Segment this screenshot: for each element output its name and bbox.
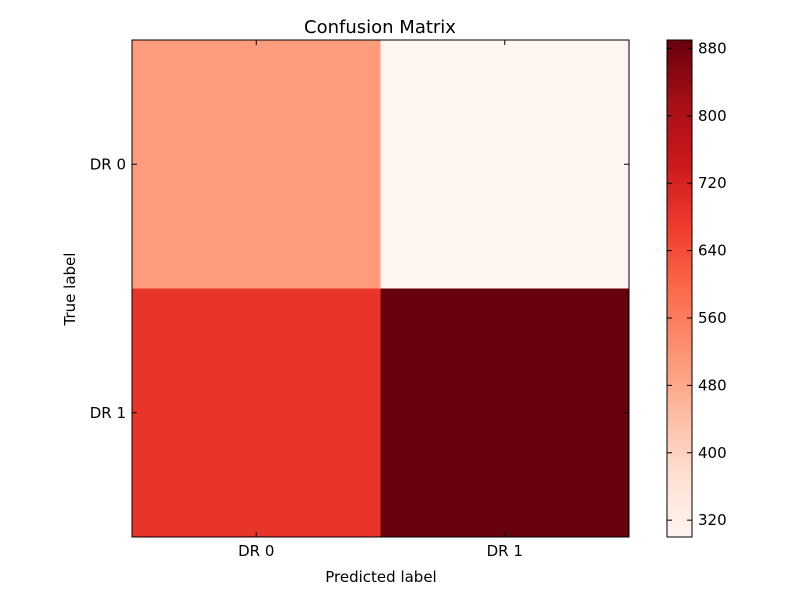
x-tick-label: DR 1 [487,542,523,560]
heatmap-cells [132,40,629,537]
chart-title: Confusion Matrix [304,17,456,38]
plot-frame [131,39,630,538]
colorbar-tick-label: 640 [698,242,727,260]
heatmap-cell-1-0 [132,288,381,537]
x-tick-label: DR 0 [238,542,274,560]
heatmap-cell-0-1 [380,40,629,289]
y-tick-label: DR 0 [90,155,126,173]
colorbar [666,39,693,538]
colorbar-tick-label: 560 [698,309,727,327]
colorbar-tick-label: 880 [698,39,727,57]
x-ticks: DR 0 DR 1 [238,40,523,560]
y-axis-label: True label [61,253,79,327]
colorbar-tick-label: 720 [698,174,727,192]
y-ticks: DR 0 DR 1 [90,155,629,422]
colorbar-tick-label: 800 [698,107,727,125]
colorbar-ticks: 320 400 480 560 640 720 800 880 [667,39,727,529]
heatmap-cell-0-0 [132,40,381,289]
y-tick-label: DR 1 [90,404,126,422]
heatmap-cell-1-1 [380,288,629,537]
colorbar-tick-label: 320 [698,511,727,529]
colorbar-tick-label: 400 [698,444,727,462]
colorbar-tick-label: 480 [698,376,727,394]
x-axis-label: Predicted label [325,568,436,586]
